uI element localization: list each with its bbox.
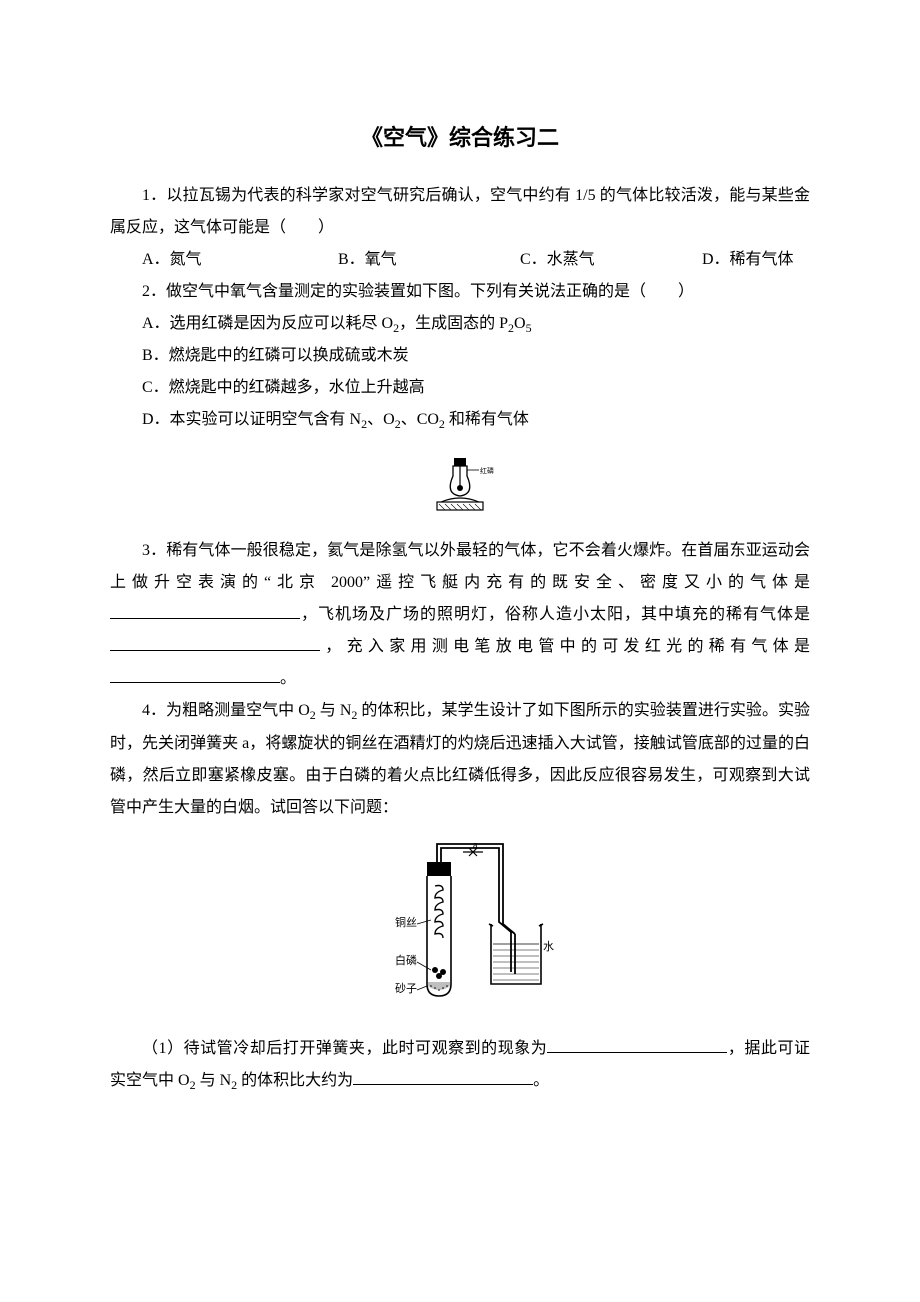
q3-part4: 。	[280, 670, 296, 687]
tube-beaker-apparatus-icon: a 铜丝 白磷	[365, 834, 555, 1014]
q2-figure: 红磷	[110, 446, 810, 521]
q3-part3: ，充入家用测电笔放电管中的可发红光的稀有气体是	[320, 638, 810, 655]
q2-opt-a-text1: A．选用红磷是因为反应可以耗尽 O	[142, 315, 393, 332]
q2-opt-d-text1: D．本实验可以证明空气含有 N	[142, 411, 361, 428]
q1-opt-c: C．水蒸气	[488, 244, 670, 276]
q2-opt-d-text3: 、CO	[401, 411, 439, 428]
q1-options: A．氮气 B．氧气 C．水蒸气 D．稀有气体	[110, 244, 810, 276]
q4-stem-t2: 与 N	[316, 702, 352, 719]
q2-stem: 2．做空气中氧气含量测定的实验装置如下图。下列有关说法正确的是（ ）	[110, 276, 810, 308]
fig2-label-p: 白磷	[395, 953, 417, 967]
q3-part1: 3．稀有气体一般很稳定，氦气是除氢气以外最轻的气体，它不会着火爆炸。在首届东亚运…	[110, 542, 810, 591]
q4-stem: 4．为粗略测量空气中 O2 与 N2 的体积比，某学生设计了如下图所示的实验装置…	[110, 695, 810, 823]
q4-sub1-blank1	[547, 1036, 727, 1053]
q4-sub1: （1）待试管冷却后打开弹簧夹，此时可观察到的现象为，据此可证实空气中 O2 与 …	[110, 1033, 810, 1097]
q3-text: 3．稀有气体一般很稳定，氦气是除氢气以外最轻的气体，它不会着火爆炸。在首届东亚运…	[110, 535, 810, 695]
q2-opt-d-text4: 和稀有气体	[445, 411, 529, 428]
q2-opt-d: D．本实验可以证明空气含有 N2、O2、CO2 和稀有气体	[110, 404, 810, 436]
flask-apparatus-icon: 红磷	[425, 446, 495, 516]
q1-opt-a: A．氮气	[110, 244, 306, 276]
q2-opt-a-text3: O	[514, 315, 526, 332]
q4-sub1-t3: 与 N	[196, 1072, 232, 1089]
fig2-label-sand: 砂子	[395, 982, 417, 995]
q3-blank3	[110, 666, 280, 683]
q4-sub1-t1: （1）待试管冷却后打开弹簧夹，此时可观察到的现象为	[142, 1040, 547, 1057]
q4-figure: a 铜丝 白磷	[110, 834, 810, 1019]
q3-blank2	[110, 634, 320, 651]
q2-opt-a-text2: ，生成固态的 P	[399, 315, 508, 332]
page-title: 《空气》综合练习二	[110, 120, 810, 152]
q4-sub1-blank2	[353, 1068, 533, 1085]
q2-opt-d-text2: 、O	[367, 411, 395, 428]
q4-sub1-t5: 。	[533, 1072, 549, 1089]
q2-opt-a: A．选用红磷是因为反应可以耗尽 O2，生成固态的 P2O5	[110, 308, 810, 340]
fig2-label-cu: 铜丝	[395, 915, 417, 929]
q2-opt-c: C．燃烧匙中的红磷越多，水位上升越高	[110, 372, 810, 404]
fig2-label-water: 水	[543, 940, 554, 953]
fig1-label: 红磷	[480, 466, 494, 475]
q1-opt-b: B．氧气	[306, 244, 488, 276]
q1-stem: 1．以拉瓦锡为代表的科学家对空气研究后确认，空气中约有 1/5 的气体比较活泼，…	[110, 180, 810, 244]
q2-opt-b: B．燃烧匙中的红磷可以换成硫或木炭	[110, 340, 810, 372]
q1-opt-d: D．稀有气体	[670, 244, 810, 276]
q4-stem-t1: 4．为粗略测量空气中 O	[142, 702, 310, 719]
q3-part2: ，飞机场及广场的照明灯，俗称人造小太阳，其中填充的稀有气体是	[300, 606, 810, 623]
q3-blank1	[110, 602, 300, 619]
q4-sub1-t4: 的体积比大约为	[237, 1072, 353, 1089]
q2-opt-a-sub3: 5	[526, 321, 532, 335]
